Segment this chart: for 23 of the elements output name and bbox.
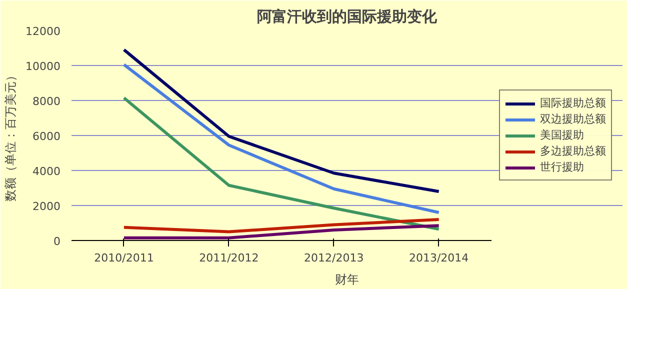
x-axis-title: 财年 — [335, 272, 359, 286]
y-axis-title: 数额（单位：百万美元） — [4, 70, 18, 202]
legend-label: 多边援助总额 — [540, 144, 606, 158]
line-series — [122, 218, 440, 234]
line-series — [122, 48, 440, 193]
legend-label: 世行援助 — [540, 160, 584, 174]
y-tick-label: 12000 — [26, 25, 61, 38]
x-tick-label: 2010/2011 — [94, 252, 154, 264]
legend-label: 双边援助总额 — [540, 112, 606, 126]
chart-title: 阿富汗收到的国际援助变化 — [257, 8, 438, 26]
y-tick-label: 2000 — [32, 200, 61, 213]
y-tick-label: 6000 — [32, 130, 61, 143]
x-tick-label: 2013/2014 — [408, 252, 469, 264]
line-series — [122, 96, 440, 231]
x-tick-label: 2012/2013 — [304, 252, 364, 264]
y-tick-label: 4000 — [32, 165, 61, 178]
legend-label: 国际援助总额 — [540, 96, 606, 110]
y-tick-label: 10000 — [26, 60, 61, 73]
y-tick-label: 0 — [54, 235, 60, 248]
legend-label: 美国援助 — [540, 128, 584, 142]
x-tick-label: 2011/2012 — [199, 252, 259, 264]
y-tick-label: 8000 — [32, 95, 61, 108]
line-series — [122, 63, 440, 214]
